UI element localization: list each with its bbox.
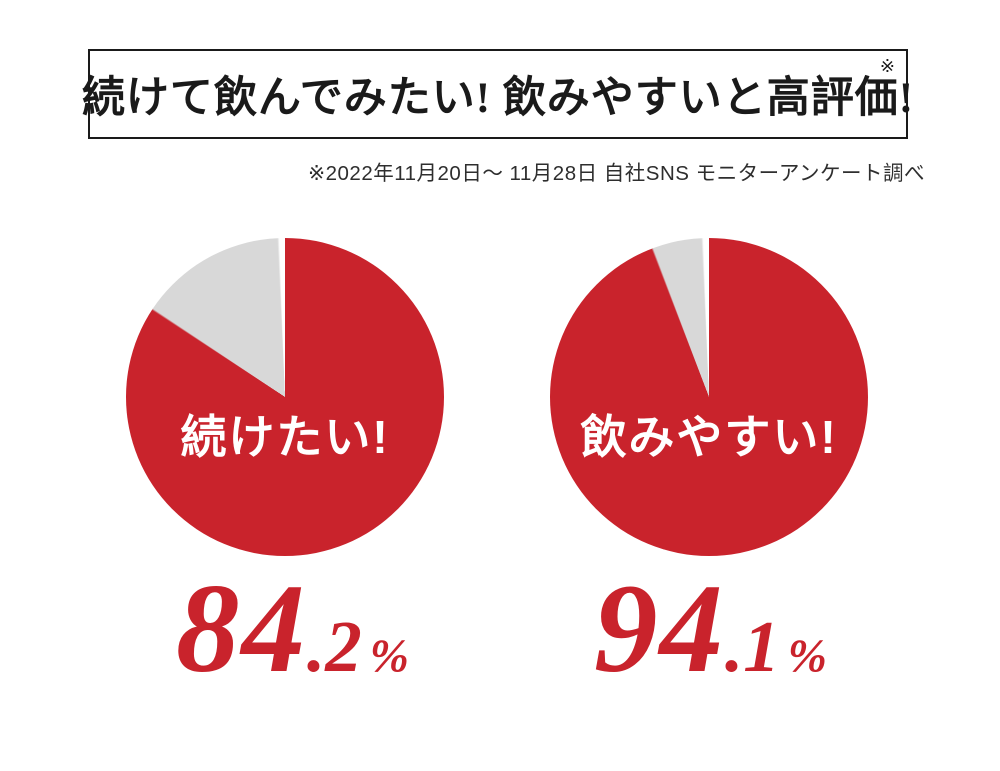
- percentage-integer: 94: [594, 559, 725, 699]
- percentage-easy-to-drink: 94.1%: [594, 566, 827, 693]
- footnote-asterisk: ※: [879, 56, 895, 76]
- percentage-decimal: .1: [725, 606, 780, 687]
- pie-chart-keep-drinking: 続けたい!: [126, 238, 444, 556]
- percentage-integer: 84: [176, 559, 307, 699]
- pie-center-label-keep-drinking: 続けたい!: [180, 411, 390, 463]
- percent-sign: %: [369, 630, 409, 682]
- title-box: 続けて飲んでみたい! 飲みやすいと高評価! ※: [82, 49, 913, 139]
- pie-center-label-easy-to-drink: 飲みやすい!: [580, 411, 838, 463]
- pie-chart-easy-to-drink: 飲みやすい!: [550, 238, 868, 556]
- page-title: 続けて飲んでみたい! 飲みやすいと高評価!: [81, 75, 915, 122]
- survey-source-note: ※2022年11月20日〜 11月28日 自社SNS モニターアンケート調べ: [307, 162, 925, 185]
- percentage-decimal: .2: [307, 606, 362, 687]
- percentage-keep-drinking: 84.2%: [176, 566, 409, 693]
- percent-sign: %: [787, 630, 827, 682]
